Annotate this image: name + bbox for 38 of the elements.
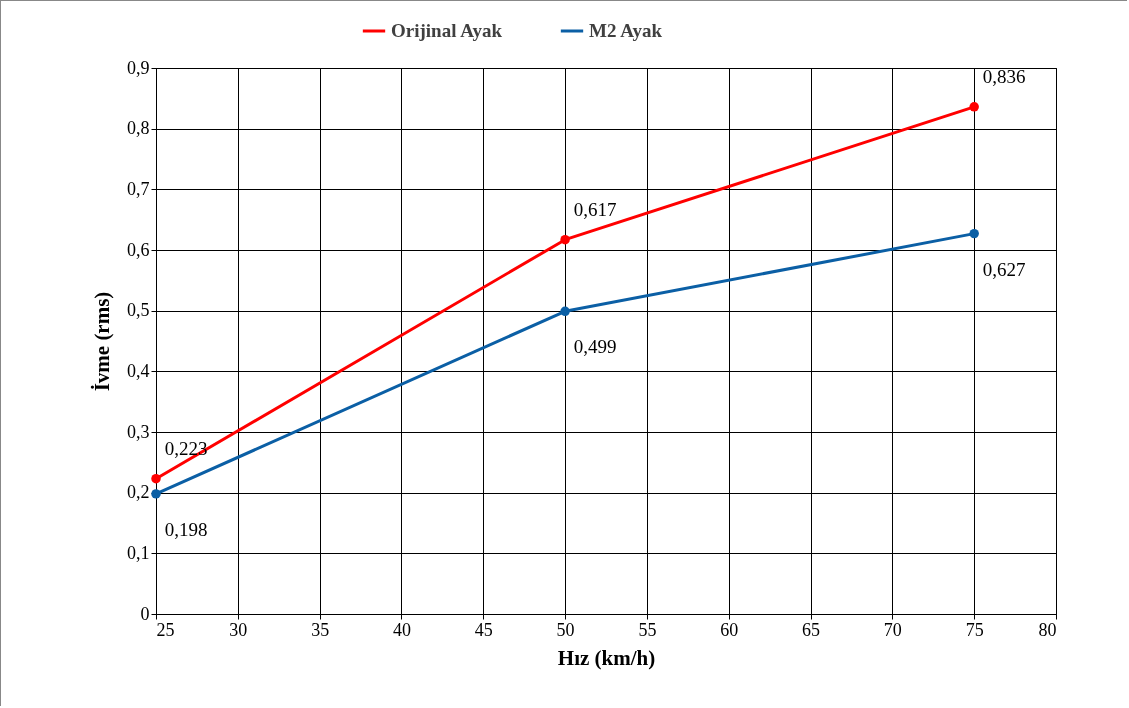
point: [969, 228, 979, 239]
y-tick-label: 0,6: [127, 239, 150, 260]
point: [560, 234, 570, 245]
x-tick-label: 65: [802, 619, 821, 640]
y-tick-label: 0,3: [127, 421, 150, 442]
x-tick-label: 80: [1038, 619, 1057, 640]
x-tick-label: 35: [311, 619, 330, 640]
point: [151, 489, 161, 499]
y-tick-label: 0,5: [127, 300, 150, 321]
x-tick-label: 60: [720, 619, 739, 640]
data-label: 0,223: [164, 437, 208, 459]
y-tick-label: 0,2: [127, 482, 150, 503]
x-tick-label: 40: [392, 619, 411, 640]
data-label: 0,617: [573, 198, 617, 220]
x-axis-title: Hız (km/h): [557, 645, 656, 670]
data-label: 0,198: [164, 518, 208, 540]
point: [151, 473, 161, 484]
x-tick-label: 30: [229, 619, 248, 640]
y-axis-title: İvme (rms): [90, 291, 114, 392]
x-tick-label: 50: [556, 619, 575, 640]
y-tick-label: 0,4: [127, 360, 150, 381]
x-tick-label: 25: [156, 619, 175, 640]
data-label: 0,627: [982, 258, 1026, 280]
legend-label: Orijinal Ayak: [391, 20, 503, 41]
legend-label: M2 Ayak: [589, 20, 663, 41]
x-tick-label: 55: [638, 619, 657, 640]
data-label: 0,499: [573, 336, 617, 358]
y-tick-label: 0,8: [127, 118, 150, 139]
point: [969, 102, 979, 112]
x-tick-label: 45: [474, 619, 493, 640]
y-tick-label: 0: [140, 603, 150, 624]
y-tick-label: 0,7: [127, 178, 150, 199]
y-tick-label: 0,9: [127, 57, 150, 78]
x-tick-label: 75: [965, 619, 984, 640]
data-label: 0,836: [982, 65, 1026, 87]
y-tick-label: 0,1: [127, 542, 150, 563]
point: [560, 306, 570, 317]
x-tick-label: 70: [883, 619, 902, 640]
